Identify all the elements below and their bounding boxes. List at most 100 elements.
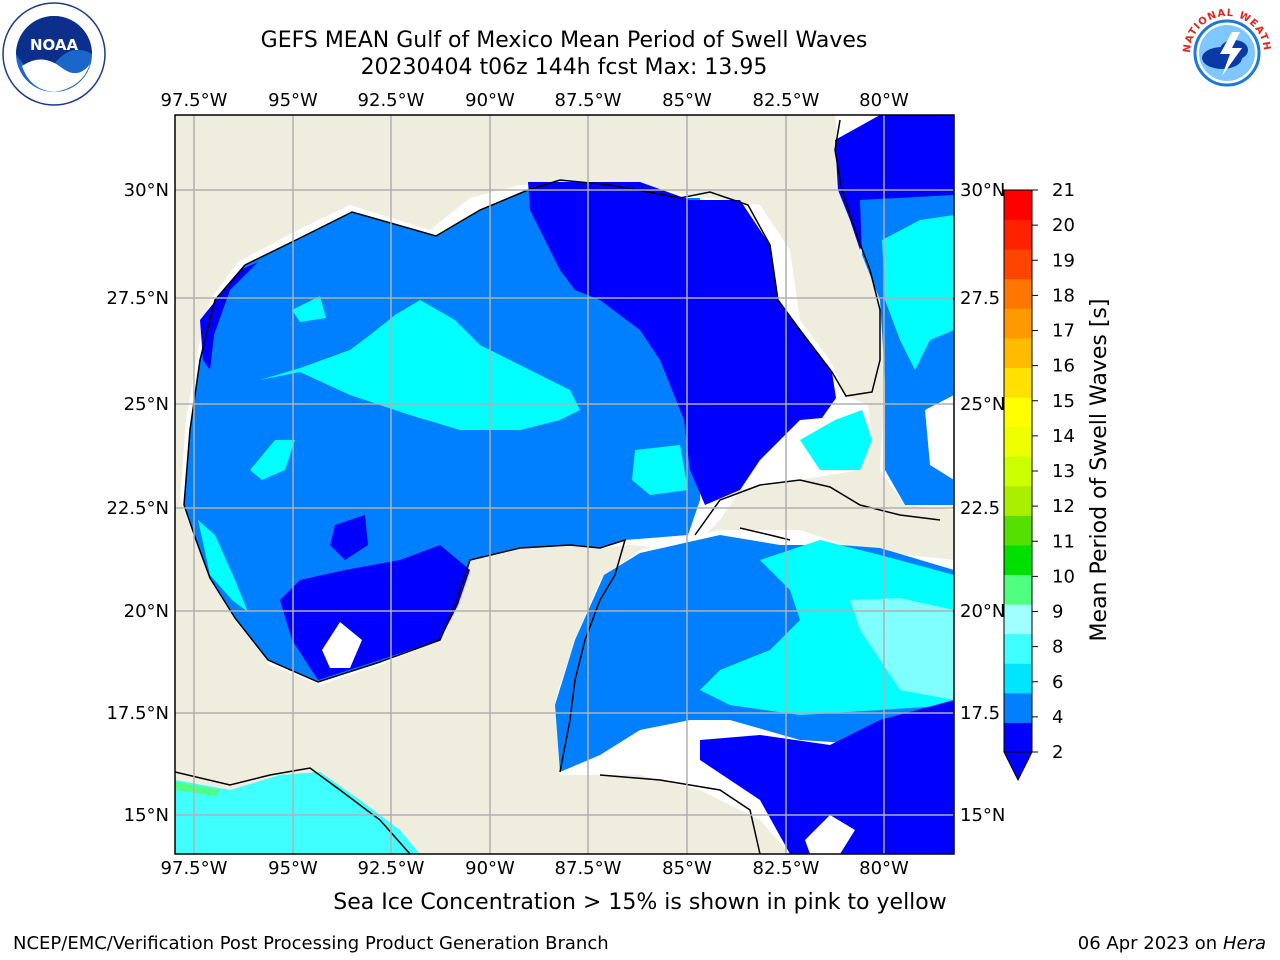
colorbar-label: Mean Period of Swell Waves [s] [1087,299,1112,642]
colorbar-segment [1004,574,1032,605]
gulf-low-blob [330,515,368,560]
colorbar-segment [1004,722,1032,753]
colorbar-tick-label: 8 [1052,637,1063,658]
footer-branch: NCEP/EMC/Verification Post Processing Pr… [13,933,609,954]
gulf-high-patch-2 [250,440,295,480]
graticule [175,115,954,854]
map-frame [174,114,955,855]
lon-label-bottom: 87.5°W [555,858,622,879]
florida-keys-high [800,410,872,470]
colorbar-tick-label: 4 [1052,707,1063,728]
lat-label-right: 25°N [960,394,1005,415]
colorbar-segment [1004,692,1032,723]
lat-label-right: 27.5 [960,288,1000,309]
colorbar: 21 20 19 18 17 16 15 14 13 12 11 10 9 8 6 4 2 [1003,180,1075,782]
colorbar-tick-label: 6 [1052,672,1063,693]
gulf-high-patch-5 [198,520,248,612]
lon-labels-bottom: 97.5°W 95°W 92.5°W 90°W 87.5°W 85°W 82.5… [161,858,909,879]
lat-label-right: 15°N [960,805,1005,826]
noaa-logo: NOAA [2,2,106,106]
colorbar-segment [1004,515,1032,546]
colorbar-tick-label: 12 [1052,496,1075,517]
coastlines [175,119,941,854]
map-subtitle: 20230404 t06z 144h fcst Max: 13.95 [360,55,768,80]
lon-label-bottom: 80°W [859,858,909,879]
lat-label-right: 22.5 [960,498,1000,519]
colorbar-segment [1004,278,1032,309]
colorbar-segment [1004,367,1032,398]
colorbar-tick-label: 20 [1052,215,1075,236]
colorbar-tick-label: 19 [1052,250,1075,271]
lat-label-left: 22.5°N [106,498,169,519]
colorbar-segment [1004,633,1032,664]
colorbar-tick-label: 18 [1052,285,1075,306]
lon-label-top: 97.5°W [161,90,228,111]
caribbean-white-patch [805,815,855,854]
lon-label-top: 87.5°W [555,90,622,111]
colorbar-segment [1004,663,1032,694]
colorbar-tick-label: 2 [1052,742,1063,763]
colorbar-segment [1004,190,1032,221]
colorbar-segment [1004,249,1032,280]
lon-label-bottom: 85°W [662,858,712,879]
lon-label-bottom: 82.5°W [753,858,820,879]
nws-logo: NATIONAL WEATHER SERVICE [1176,2,1277,103]
lon-label-top: 82.5°W [753,90,820,111]
colorbar-tick-label: 9 [1052,602,1063,623]
lon-label-top: 92.5°W [358,90,425,111]
colorbar-tick-label: 14 [1052,426,1075,447]
colorbar-segment [1004,337,1032,368]
lat-label-left: 30°N [124,180,169,201]
colorbar-segment [1004,544,1032,576]
lat-label-left: 20°N [124,601,169,622]
colorbar-tick-label: 17 [1052,321,1075,342]
lat-labels-right: 30°N 27.5 25°N 22.5 20°N 17.5 15°N [960,180,1005,826]
lon-label-top: 80°W [859,90,909,111]
footer-date-text: 06 Apr 2023 on [1077,933,1223,954]
colorbar-segment [1004,485,1032,516]
lon-label-bottom: 90°W [465,858,515,879]
lon-label-top: 95°W [268,90,318,111]
colorbar-tick-label: 13 [1052,461,1075,482]
map-title: GEFS MEAN Gulf of Mexico Mean Period of … [260,28,868,53]
lon-label-top: 85°W [662,90,712,111]
atlantic-white-patch [925,395,954,480]
colorbar-segment [1004,219,1032,250]
colorbar-tick-label: 11 [1052,531,1075,552]
lat-label-left: 15°N [124,805,169,826]
lat-label-right: 30°N [960,180,1005,201]
lon-label-bottom: 97.5°W [161,858,228,879]
colorbar-tick-label: 15 [1052,391,1075,412]
colorbar-tick-label: 21 [1052,180,1075,201]
lon-label-bottom: 92.5°W [358,858,425,879]
colorbar-segment [1004,397,1032,428]
caribbean-pale-band [850,598,954,700]
sea-ice-note: Sea Ice Concentration > 15% is shown in … [333,890,947,915]
colorbar-segment [1004,308,1032,339]
atlantic-high [882,215,954,370]
lat-label-left: 27.5°N [106,288,169,309]
colorbar-tick-label: 16 [1052,356,1075,377]
campeche-white-patch [322,622,362,668]
gulf-high-patch-1 [260,300,580,430]
colorbar-segment [1004,604,1032,635]
pacific-high [175,772,420,854]
lon-label-bottom: 95°W [268,858,318,879]
colorbar-segment [1004,426,1032,457]
lon-label-top: 90°W [465,90,515,111]
gulf-high-patch-3 [632,445,688,495]
pacific-green-strip [176,782,220,796]
lat-labels-left: 30°N 27.5°N 25°N 22.5°N 20°N 17.5°N 15°N [106,180,169,826]
colorbar-segment [1004,456,1032,487]
gulf-high-patch-4 [292,296,326,322]
lat-label-right: 20°N [960,601,1005,622]
footer-host: Hera [1222,933,1266,954]
lat-label-left: 25°N [124,394,169,415]
lat-label-left: 17.5°N [106,703,169,724]
lon-labels-top: 97.5°W 95°W 92.5°W 90°W 87.5°W 85°W 82.5… [161,90,909,111]
footer-date: 06 Apr 2023 on Hera [1078,933,1266,954]
noaa-logo-text: NOAA [30,36,79,54]
colorbar-extension [1003,751,1033,782]
colorbar-tick-label: 10 [1052,566,1075,587]
